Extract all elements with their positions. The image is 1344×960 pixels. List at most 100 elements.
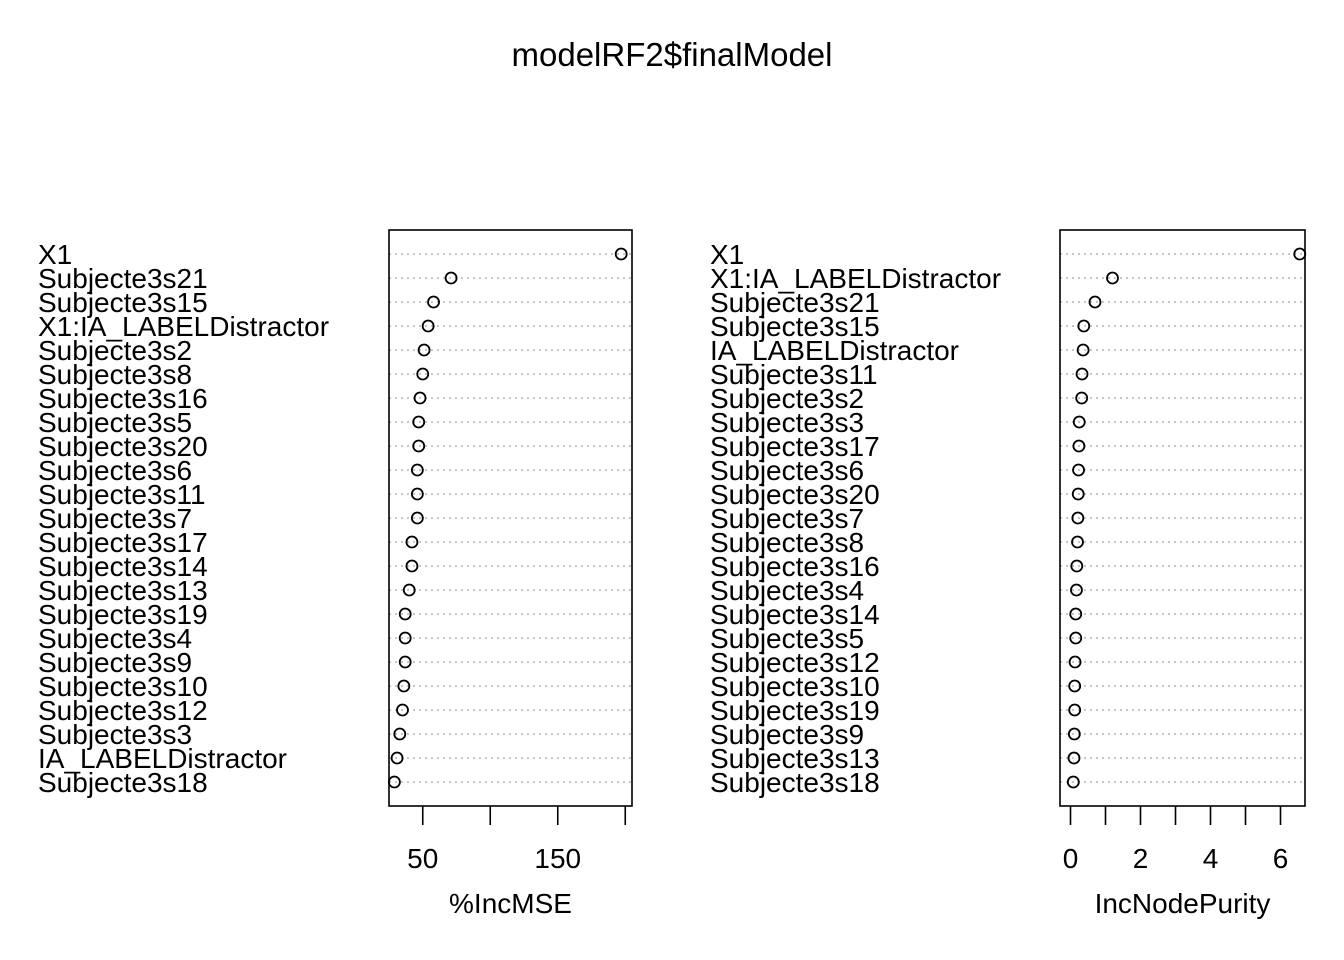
panel1-category-label: Subjecte3s10	[38, 671, 208, 702]
panel1-data-point	[413, 391, 427, 405]
panel1-data-point	[614, 247, 628, 261]
panel1-data-point	[416, 367, 430, 381]
panel1-category-label: Subjecte3s2	[38, 335, 192, 366]
panel2-category-label: Subjecte3s20	[710, 479, 880, 510]
panel1-category-label: Subjecte3s6	[38, 455, 192, 486]
panel2-data-point	[1071, 487, 1085, 501]
panel1-data-point	[398, 655, 412, 669]
panel1-data-point	[393, 727, 407, 741]
panel1-data-point	[405, 559, 419, 573]
panel2-category-label: Subjecte3s2	[710, 383, 864, 414]
panel1-data-point	[417, 343, 431, 357]
panel1-data-point	[444, 271, 458, 285]
panel1-category-label: Subjecte3s15	[38, 287, 208, 318]
panel2-data-point	[1072, 463, 1085, 477]
panel1-category-label: Subjecte3s9	[38, 647, 192, 678]
panel2-x-tick-label: 2	[1133, 843, 1149, 874]
panel1-data-point	[402, 583, 416, 597]
panel1-category-label: X1:IA_LABELDistractor	[38, 311, 329, 342]
panel1-category-label: Subjecte3s20	[38, 431, 208, 462]
panel1-data-point	[410, 511, 424, 525]
panel2-data-point	[1071, 535, 1084, 549]
panel1-category-label: Subjecte3s17	[38, 527, 208, 558]
panel2-data-point	[1069, 631, 1083, 645]
panel2-category-label: Subjecte3s10	[710, 671, 880, 702]
panel2-category-label: Subjecte3s18	[710, 767, 880, 798]
panel2-x-tick-label: 6	[1273, 843, 1289, 874]
panel2-data-point	[1071, 511, 1085, 525]
panel2-data-point	[1068, 703, 1082, 717]
panel2-data-point	[1077, 319, 1091, 333]
panel2-category-label: Subjecte3s4	[710, 575, 864, 606]
panel1-data-point	[398, 631, 412, 645]
panel2-category-label: Subjecte3s3	[710, 407, 864, 438]
panel1-category-label: Subjecte3s12	[38, 695, 208, 726]
panel2-category-label: Subjecte3s11	[710, 359, 878, 390]
panel1-category-label: Subjecte3s4	[38, 623, 192, 654]
panel1-category-label: Subjecte3s21	[38, 263, 208, 294]
panel2-category-label: Subjecte3s13	[710, 743, 880, 774]
panel1-x-tick-label: 150	[534, 843, 581, 874]
panel1-category-label: IA_LABELDistractor	[38, 743, 287, 774]
panel1-data-point	[390, 751, 404, 765]
panel2-data-point	[1066, 775, 1080, 789]
panel2-category-label: Subjecte3s7	[710, 503, 864, 534]
panel2-category-label: Subjecte3s17	[710, 431, 880, 462]
panel1-category-label: Subjecte3s8	[38, 359, 192, 390]
panel2-category-label: Subjecte3s6	[710, 455, 864, 486]
panel2-category-label: Subjecte3s5	[710, 623, 864, 654]
panel2-data-point	[1072, 439, 1086, 453]
panel1-category-label: Subjecte3s18	[38, 767, 208, 798]
panel2-category-label: Subjecte3s9	[710, 719, 864, 750]
panel1-data-point	[410, 463, 424, 477]
panel2-data-point	[1075, 367, 1089, 381]
panel1-data-point	[421, 319, 435, 333]
panel1-data-point	[410, 487, 424, 501]
panel2-data-point	[1068, 679, 1082, 693]
panel1-category-label: Subjecte3s5	[38, 407, 192, 438]
panel1-category-label: Subjecte3s3	[38, 719, 192, 750]
panel1-category-label: Subjecte3s7	[38, 503, 192, 534]
panel2-data-point	[1070, 583, 1083, 597]
panel2-data-point	[1067, 727, 1081, 741]
panel1-data-point	[396, 703, 409, 717]
panel1-category-label: Subjecte3s13	[38, 575, 208, 606]
panel1-category-label: X1	[38, 239, 72, 270]
panel1-data-point	[387, 775, 401, 789]
panel1-data-point	[405, 535, 419, 549]
panel1-data-point	[427, 295, 440, 309]
panel2-data-point	[1068, 655, 1082, 669]
panel2-x-tick-label: 0	[1063, 843, 1079, 874]
panel2-category-label: Subjecte3s15	[710, 311, 880, 342]
panel2-data-point	[1088, 295, 1102, 309]
panel2-category-label: Subjecte3s16	[710, 551, 880, 582]
panel2-data-point	[1070, 559, 1084, 573]
panel2-category-label: X1	[710, 239, 744, 270]
panel1-category-label: Subjecte3s16	[38, 383, 208, 414]
panel2-data-point	[1069, 607, 1083, 621]
panel2-category-label: Subjecte3s19	[710, 695, 880, 726]
panel2-category-label: IA_LABELDistractor	[710, 335, 959, 366]
panel2-data-point	[1293, 247, 1307, 261]
panel1-data-point	[397, 679, 411, 693]
panel2-plot-frame	[1059, 229, 1306, 807]
panel2-category-label: Subjecte3s8	[710, 527, 864, 558]
panel2-category-label: Subjecte3s21	[710, 287, 880, 318]
chart-title: modelRF2$finalModel	[511, 36, 833, 73]
panel1-category-label: Subjecte3s14	[38, 551, 208, 582]
panel2-x-tick-label: 4	[1203, 843, 1219, 874]
panel1-data-point	[398, 607, 412, 621]
panel2-data-point	[1106, 271, 1119, 285]
panel2-data-point	[1072, 415, 1086, 429]
panel2-category-label: Subjecte3s14	[710, 599, 880, 630]
panel2-category-label: Subjecte3s12	[710, 647, 880, 678]
panel2-data-point	[1075, 391, 1089, 405]
panel1-x-axis-label: %IncMSE	[449, 888, 572, 919]
panel1-plot-frame	[388, 229, 633, 807]
panel2-x-axis-label: IncNodePurity	[1095, 888, 1271, 919]
panel1-data-point	[412, 415, 426, 429]
panel2-category-label: X1:IA_LABELDistractor	[710, 263, 1001, 294]
panel2-data-point	[1076, 343, 1090, 357]
